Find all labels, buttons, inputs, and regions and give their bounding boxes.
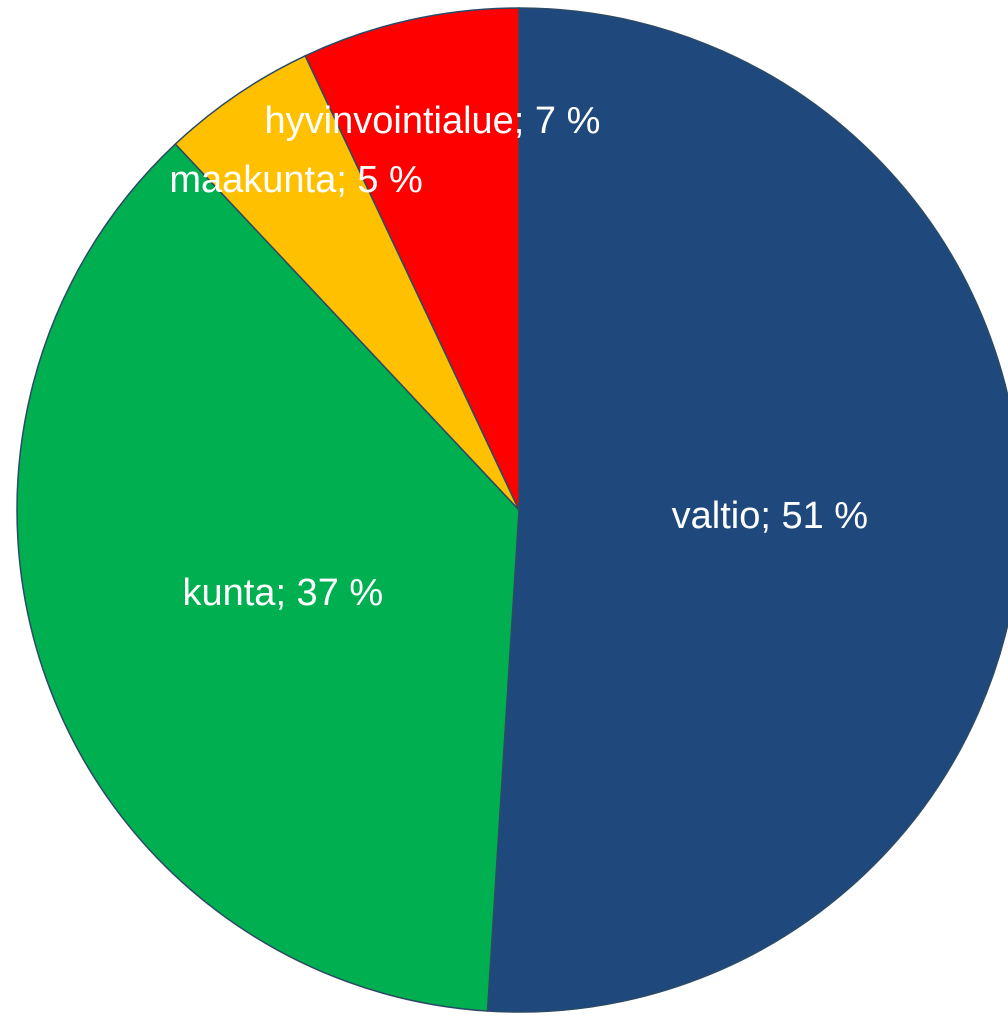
pie-slice	[304, 7, 520, 511]
data-label: maakunta; 5 %	[169, 159, 422, 201]
pie-slice	[486, 7, 1008, 1013]
data-label: valtio; 51 %	[672, 495, 868, 537]
data-label: hyvinvointialue; 7 %	[265, 100, 601, 142]
pie-slice	[174, 54, 520, 511]
data-label: kunta; 37 %	[182, 572, 383, 614]
pie-slice	[16, 142, 520, 1012]
